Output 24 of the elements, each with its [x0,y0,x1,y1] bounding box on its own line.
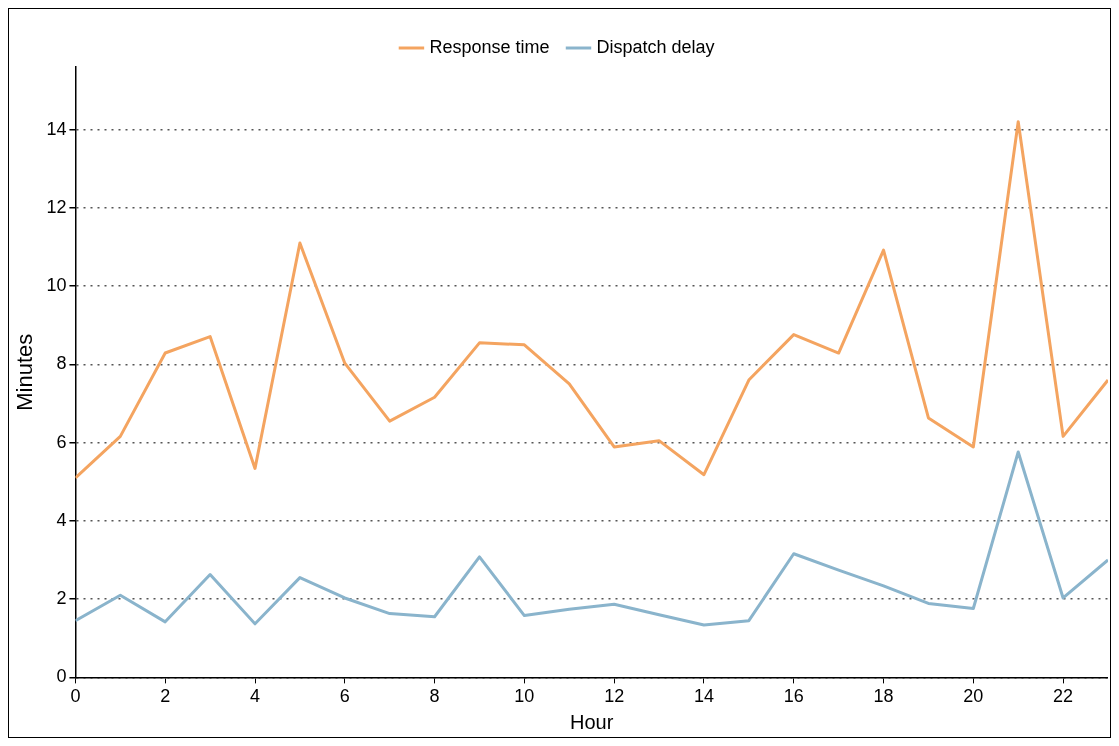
y-tick-label: 10 [46,275,67,296]
x-tick-label: 4 [249,686,261,707]
x-tick-label: 6 [339,686,350,707]
y-tick-label: 4 [56,509,67,530]
x-tick-label: 16 [783,686,804,707]
y-axis-title: Minutes [12,333,38,411]
x-tick-label: 20 [963,686,984,707]
x-tick-label: 22 [1053,686,1074,707]
y-tick-label: 0 [56,666,67,687]
legend-label: Response time [429,36,550,57]
y-tick-label: 12 [46,196,67,217]
y-tick-label: 8 [56,353,67,374]
y-tick-label: 6 [56,431,67,452]
y-tick-label: 14 [46,118,67,139]
x-tick-label: 0 [70,686,81,707]
x-tick-label: 2 [160,686,171,707]
x-tick-label: 14 [693,686,714,707]
x-tick-label: 8 [429,686,440,707]
x-tick-label: 12 [604,686,625,707]
x-axis-title: Hour [570,710,614,733]
legend-label: Dispatch delay [596,36,715,57]
y-tick-label: 2 [56,588,67,609]
x-tick-label: 10 [514,686,535,707]
x-tick-label: 18 [873,686,894,707]
